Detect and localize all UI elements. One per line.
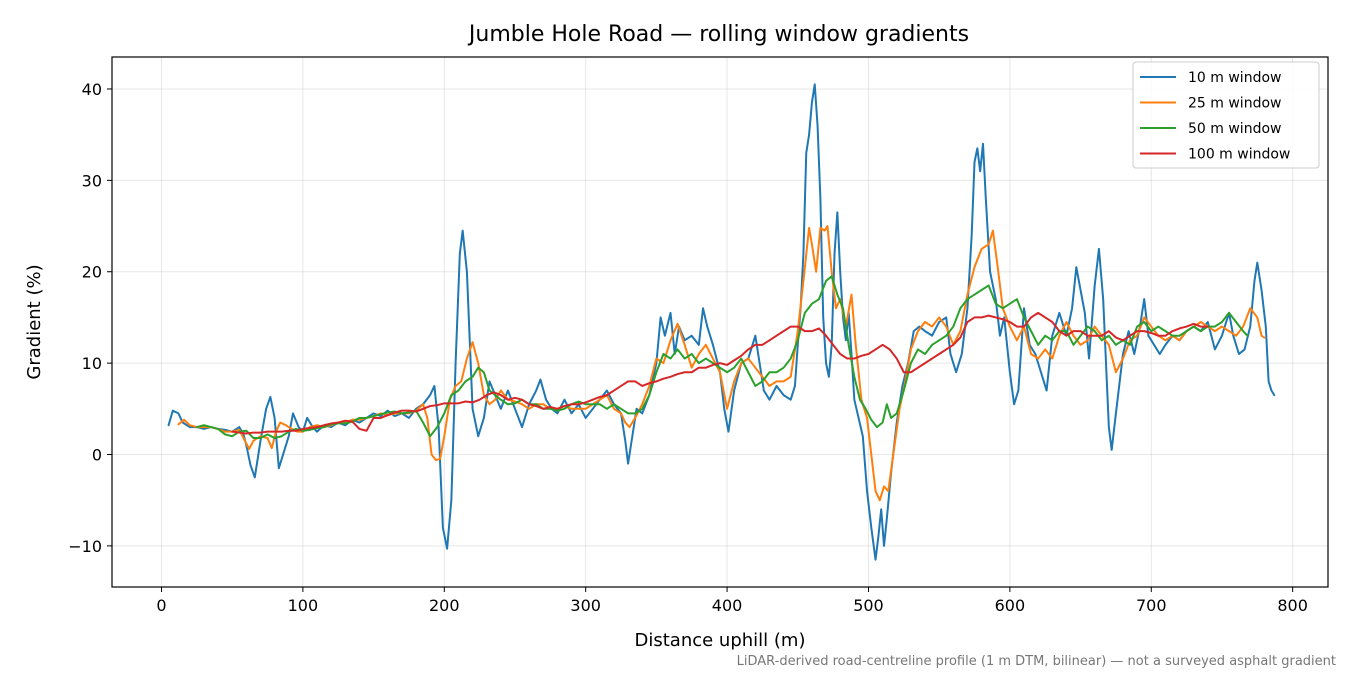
series-line-3: [195, 275, 1249, 440]
y-tick-label: 20: [82, 263, 102, 282]
legend-label-3: 50 m window: [1188, 121, 1281, 137]
legend-box: [1132, 61, 1320, 169]
x-tick-label: 100: [288, 596, 319, 615]
x-axis-label: Distance uphill (m): [635, 630, 806, 651]
plot-frame: [111, 56, 1329, 588]
x-tick-label: 400: [712, 596, 743, 615]
x-tick-label: 600: [995, 596, 1026, 615]
x-tick-label: 0: [156, 596, 166, 615]
y-tick-label: 40: [82, 80, 102, 99]
series-line-1: [167, 83, 1276, 561]
y-tick-label: 0: [92, 446, 102, 465]
x-tick-label: 700: [1136, 596, 1167, 615]
y-tick-label: 10: [82, 354, 102, 373]
series-line-4: [231, 311, 1209, 435]
y-tick-label: −10: [68, 537, 102, 556]
x-axis-ticks: 0 100 200 300 400 500 600 700 800: [156, 587, 1308, 615]
legend-label-4: 100 m window: [1188, 147, 1290, 163]
y-axis-label: Gradient (%): [24, 264, 45, 379]
footnote: LiDAR-derived road-centreline profile (1…: [737, 654, 1336, 669]
legend: 10 m window 25 m window 50 m window 100 m w…: [1132, 61, 1320, 169]
legend-label-2: 25 m window: [1188, 96, 1281, 112]
y-axis-ticks: −10 0 10 20 30 40: [68, 80, 112, 556]
legend-label-1: 10 m window: [1188, 70, 1281, 86]
y-tick-label: 30: [82, 171, 102, 190]
x-tick-label: 500: [853, 596, 884, 615]
series-layer: [167, 83, 1276, 561]
x-tick-label: 200: [429, 596, 460, 615]
x-tick-label: 800: [1277, 596, 1308, 615]
x-tick-label: 300: [570, 596, 601, 615]
chart-title: Jumble Hole Road — rolling window gradie…: [467, 22, 969, 47]
